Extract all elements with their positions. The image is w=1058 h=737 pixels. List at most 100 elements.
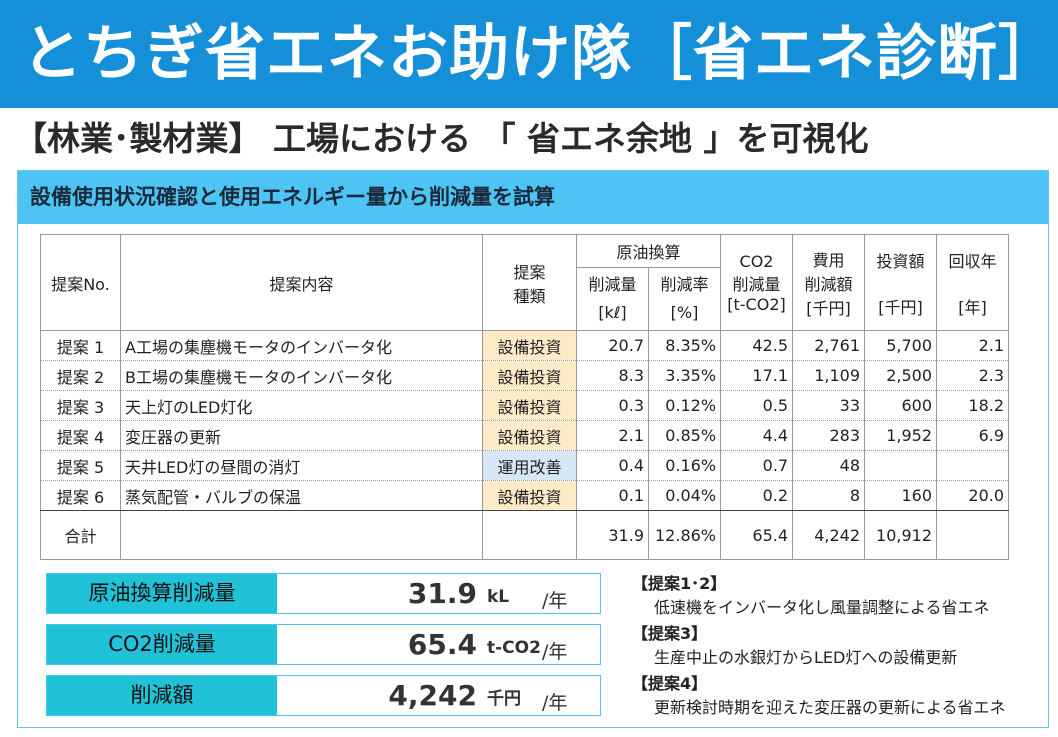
row-payback: 18.2 <box>936 390 1010 421</box>
header-cost-line3: [千円] <box>806 298 851 318</box>
page-title: とちぎ省エネお助け隊［省エネ診断］ <box>22 19 1058 89</box>
summary-oil-value: 31.9 <box>407 577 477 610</box>
row-co2: 0.7 <box>720 450 794 481</box>
header-content: 提案内容 <box>120 234 483 331</box>
row-type: 設備投資 <box>482 480 577 511</box>
row-type: 設備投資 <box>482 420 577 451</box>
total-oil: 31.9 <box>576 510 649 560</box>
total-content-empty <box>120 510 483 560</box>
header-type-line2: 種類 <box>513 286 546 306</box>
summary-cost-per: /年 <box>542 692 568 714</box>
summary-oil-box: 原油換算削減量 31.9 kL /年 <box>46 573 601 614</box>
row-cost: 8 <box>792 480 866 511</box>
header-payback: 回収年 [年] <box>936 234 1010 331</box>
summary-oil-per: /年 <box>542 590 568 612</box>
header-invest: 投資額 [千円] <box>864 234 938 331</box>
table-row: 提案 5 天井LED灯の昼間の消灯 運用改善 0.4 0.16% 0.7 48 <box>40 450 1010 481</box>
row-oil: 0.3 <box>576 390 649 421</box>
row-co2: 42.5 <box>720 330 794 361</box>
row-rate: 0.16% <box>647 450 722 481</box>
header-no: 提案No. <box>40 234 121 331</box>
row-content: 天井LED灯の昼間の消灯 <box>120 450 483 481</box>
header-co2: CO2 削減量 [t-CO2] <box>720 234 794 331</box>
header-payback-line2: [年] <box>958 297 987 317</box>
row-payback: 2.1 <box>936 330 1010 361</box>
row-payback <box>936 450 1010 481</box>
table-row: 提案 4 変圧器の更新 設備投資 2.1 0.85% 4.4 283 1,952… <box>40 420 1010 451</box>
total-payback-empty <box>936 510 1010 560</box>
row-rate: 3.35% <box>647 360 722 391</box>
row-no: 提案 3 <box>40 390 121 421</box>
header-oil-rate-line2: [%] <box>670 303 699 322</box>
header-oil-group: 原油換算 <box>575 234 722 268</box>
row-rate: 0.85% <box>647 420 722 451</box>
row-payback: 20.0 <box>936 480 1010 511</box>
panel-header: 設備使用状況確認と使用エネルギー量から削減量を試算 <box>18 171 1048 224</box>
row-content: 変圧器の更新 <box>120 420 483 451</box>
header-invest-line1: 投資額 <box>876 251 925 271</box>
header-payback-line1: 回収年 <box>948 251 997 271</box>
note-heading: 【提案3】 <box>632 624 708 643</box>
row-co2: 0.5 <box>720 390 794 421</box>
row-cost: 33 <box>792 390 866 421</box>
row-no: 提案 4 <box>40 420 121 451</box>
total-row: 合計 31.9 12.86% 65.4 4,242 10,912 <box>40 510 1010 560</box>
summary-co2-label: CO2削減量 <box>47 625 277 664</box>
row-co2: 0.2 <box>720 480 794 511</box>
header-oil-reduction-line2: [kℓ] <box>598 303 627 322</box>
summary-oil-label: 原油換算削減量 <box>47 574 277 613</box>
total-cost: 4,242 <box>792 510 866 560</box>
row-invest: 2,500 <box>864 360 938 391</box>
row-rate: 8.35% <box>647 330 722 361</box>
row-oil: 8.3 <box>576 360 649 391</box>
row-no: 提案 6 <box>40 480 121 511</box>
total-invest: 10,912 <box>864 510 938 560</box>
title-banner: とちぎ省エネお助け隊［省エネ診断］ <box>0 0 1058 108</box>
note-heading: 【提案4】 <box>632 674 708 693</box>
row-invest: 160 <box>864 480 938 511</box>
row-oil: 0.1 <box>576 480 649 511</box>
total-type-empty <box>482 510 577 560</box>
row-cost: 2,761 <box>792 330 866 361</box>
table-row: 提案 2 B工場の集塵機モータのインバータ化 設備投資 8.3 3.35% 17… <box>40 360 1010 391</box>
header-cost: 費用 削減額 [千円] <box>792 234 866 331</box>
summary-co2-box: CO2削減量 65.4 t-CO2 /年 <box>46 624 601 665</box>
header-co2-line2: 削減量 <box>732 274 781 294</box>
row-rate: 0.12% <box>647 390 722 421</box>
total-rate: 12.86% <box>647 510 722 560</box>
note-text: 更新検討時期を迎えた変圧器の更新による省エネ <box>654 698 1006 717</box>
header-type: 提案 種類 <box>482 234 577 331</box>
summary-cost-label: 削減額 <box>47 676 277 715</box>
summary-cost-unit: 千円 <box>487 689 521 709</box>
summary-co2-value: 65.4 <box>407 628 477 661</box>
total-label: 合計 <box>40 510 121 560</box>
header-oil-reduction: 削減量 [kℓ] <box>576 267 649 331</box>
row-oil: 2.1 <box>576 420 649 451</box>
summary-oil-unit: kL <box>487 587 510 607</box>
panel-heading: 設備使用状況確認と使用エネルギー量から削減量を試算 <box>30 185 555 209</box>
row-no: 提案 1 <box>40 330 121 361</box>
row-cost: 1,109 <box>792 360 866 391</box>
row-content: 天上灯のLED灯化 <box>120 390 483 421</box>
note-text: 生産中止の水銀灯からLED灯への設備更新 <box>654 648 958 667</box>
row-payback: 2.3 <box>936 360 1010 391</box>
row-content: A工場の集塵機モータのインバータ化 <box>120 330 483 361</box>
header-cost-line1: 費用 <box>812 250 845 270</box>
row-oil: 20.7 <box>576 330 649 361</box>
header-invest-line2: [千円] <box>878 297 923 317</box>
row-type: 設備投資 <box>482 330 577 361</box>
row-content: B工場の集塵機モータのインバータ化 <box>120 360 483 391</box>
header-oil-reduction-line1: 削減量 <box>588 275 637 294</box>
header-oil-rate: 削減率 [%] <box>647 267 722 331</box>
row-no: 提案 5 <box>40 450 121 481</box>
row-payback: 6.9 <box>936 420 1010 451</box>
header-type-line1: 提案 <box>513 262 546 282</box>
note-heading: 【提案1･2】 <box>632 574 727 593</box>
row-type: 設備投資 <box>482 360 577 391</box>
header-co2-line3: [t-CO2] <box>727 294 786 314</box>
proposal-notes: 【提案1･2】 低速機をインバータ化し風量調整による省エネ 【提案3】 生産中止… <box>632 572 1042 722</box>
row-no: 提案 2 <box>40 360 121 391</box>
note-text: 低速機をインバータ化し風量調整による省エネ <box>654 598 990 617</box>
header-co2-line1: CO2 <box>739 251 774 271</box>
row-oil: 0.4 <box>576 450 649 481</box>
